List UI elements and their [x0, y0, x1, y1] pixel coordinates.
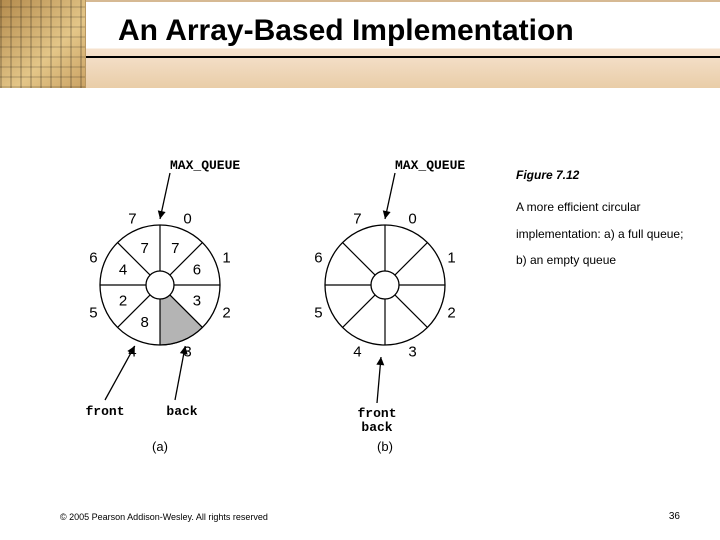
- index-4: 4: [353, 344, 361, 361]
- panel-b: MAX_QUEUE 0 1 2 3 4 5 6 7 frontback (b): [285, 155, 485, 460]
- index-6: 6: [89, 249, 97, 266]
- max-queue-label: MAX_QUEUE: [395, 158, 465, 173]
- value-7: 7: [141, 240, 149, 257]
- copyright: © 2005 Pearson Addison-Wesley. All right…: [60, 512, 268, 522]
- max-queue-label: MAX_QUEUE: [170, 158, 240, 173]
- circular-array-svg: MAX_QUEUE071623348526477frontback(a): [60, 155, 260, 455]
- index-7: 7: [128, 210, 136, 227]
- index-1: 1: [222, 249, 230, 266]
- index-7: 7: [353, 210, 361, 227]
- front-label: front: [357, 406, 396, 421]
- index-6: 6: [314, 249, 322, 266]
- value-2: 3: [193, 292, 201, 309]
- front-label: front: [85, 404, 124, 419]
- index-3: 3: [408, 344, 416, 361]
- value-4: 8: [141, 314, 149, 331]
- value-1: 6: [193, 262, 201, 279]
- page-title: An Array-Based Implementation: [118, 14, 574, 48]
- subfig-label: (a): [152, 439, 168, 454]
- header-top-line: [0, 0, 720, 2]
- title-underline: [86, 56, 720, 58]
- back-label: back: [166, 404, 197, 419]
- value-5: 2: [119, 292, 127, 309]
- back-label: back: [361, 420, 392, 435]
- index-5: 5: [89, 305, 97, 322]
- index-2: 2: [447, 305, 455, 322]
- index-0: 0: [408, 210, 416, 227]
- circular-array-svg: MAX_QUEUE 0 1 2 3 4 5 6 7 frontback (b): [285, 155, 485, 455]
- subfig-label: (b): [377, 439, 393, 454]
- value-6: 4: [119, 262, 127, 279]
- panel-a: MAX_QUEUE071623348526477frontback(a): [60, 155, 260, 460]
- index-1: 1: [447, 249, 455, 266]
- figure-number: Figure 7.12: [516, 162, 686, 188]
- page-number: 36: [669, 511, 680, 522]
- index-2: 2: [222, 305, 230, 322]
- figure-caption: Figure 7.12 A more efficient circular im…: [516, 162, 686, 274]
- index-5: 5: [314, 305, 322, 322]
- value-0: 7: [171, 240, 179, 257]
- index-0: 0: [183, 210, 191, 227]
- header-band: An Array-Based Implementation: [0, 0, 720, 88]
- corner-photo: [0, 0, 86, 88]
- figure-text: A more efficient circular implementation…: [516, 200, 683, 267]
